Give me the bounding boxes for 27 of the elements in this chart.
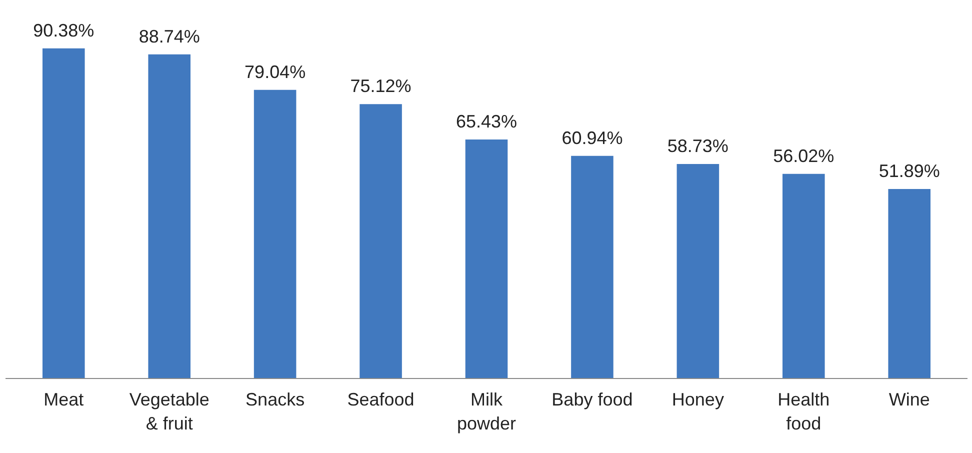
x-tick-label: Seafood (347, 390, 414, 410)
bar (888, 188, 930, 378)
bar (571, 156, 614, 378)
data-label: 51.89% (878, 160, 940, 181)
data-label: 56.02% (773, 146, 834, 166)
data-label: 65.43% (456, 112, 518, 132)
bar (254, 90, 296, 378)
x-tick-label: Meat (44, 390, 84, 410)
data-label: 90.38% (33, 20, 94, 40)
bar (360, 104, 402, 378)
bar (148, 54, 190, 378)
x-tick-label: Vegetable & fruit (129, 390, 210, 434)
x-tick-label: Baby food (552, 390, 633, 410)
data-label: 58.73% (667, 136, 728, 156)
bar (676, 164, 720, 378)
x-tick-label: Honey (672, 390, 724, 410)
data-label: 75.12% (350, 76, 412, 96)
x-tick-label: Snacks (246, 390, 305, 410)
x-tick-label: Health food (778, 390, 830, 434)
data-label: 88.74% (138, 26, 200, 46)
data-label: 79.04% (244, 62, 306, 82)
x-tick-label: Milk powder (456, 390, 516, 434)
x-tick-label: Wine (888, 390, 930, 410)
bar (782, 174, 825, 378)
bar (465, 140, 508, 378)
data-label: 60.94% (562, 128, 623, 148)
bar (42, 48, 85, 378)
